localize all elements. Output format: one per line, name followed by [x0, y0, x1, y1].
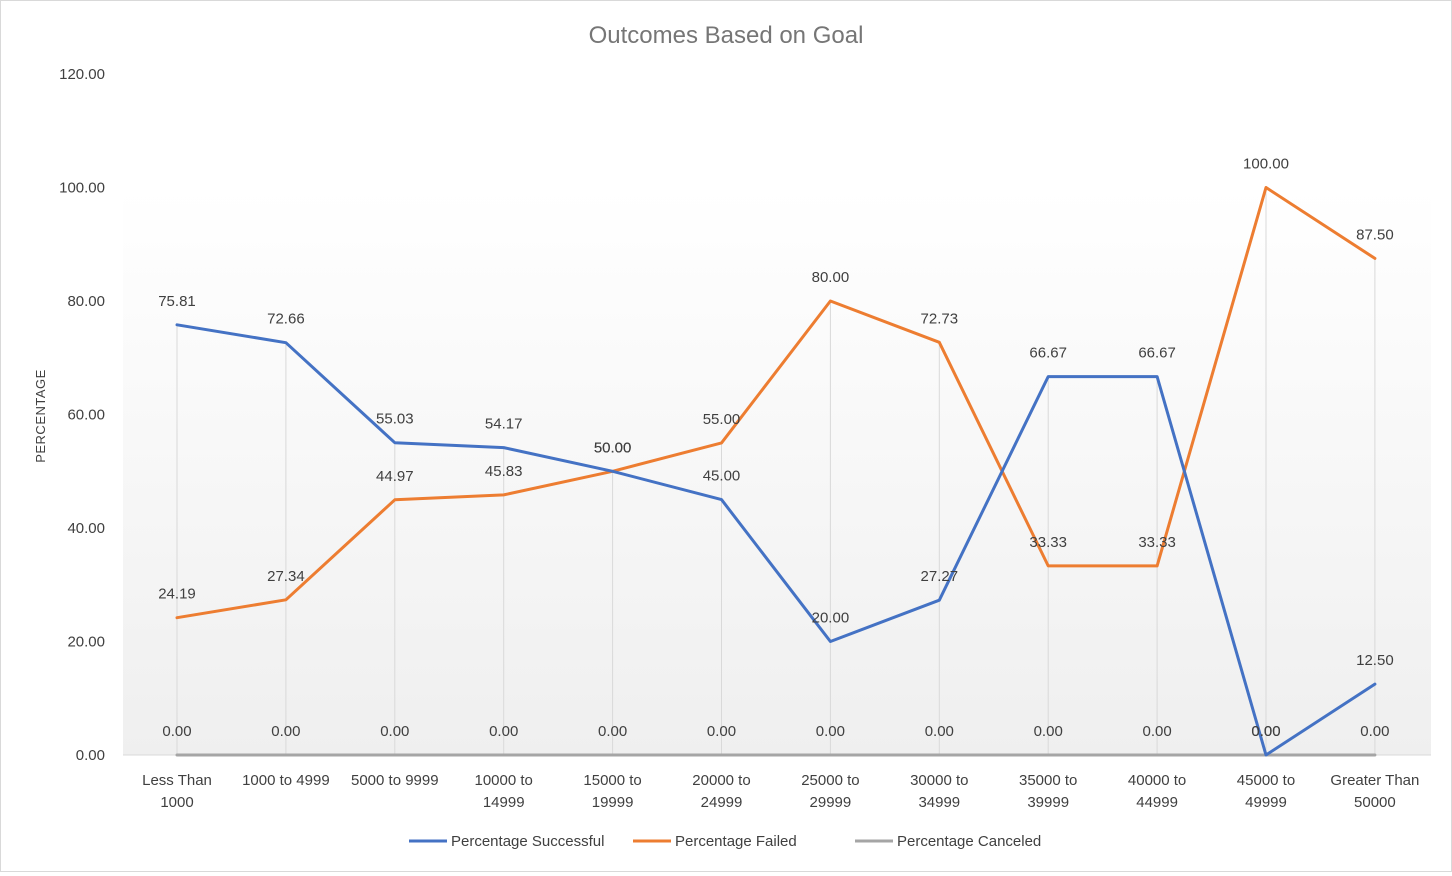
drop-lines: [176, 187, 1376, 755]
x-category-label: 34999: [918, 794, 960, 811]
x-category-label: 10000 to: [475, 772, 533, 789]
x-category-label: 45000 to: [1237, 772, 1295, 789]
data-labels: 75.81 72.66 55.03 54.17 50.00 45.00 20.00 27.27…: [158, 156, 1393, 741]
y-tick-label: 100.00: [59, 180, 105, 197]
y-tick-label: 20.00: [67, 634, 105, 651]
data-label: 72.73: [921, 310, 959, 327]
data-label: 0.00: [816, 723, 845, 740]
data-label: 0.00: [489, 723, 518, 740]
data-label: 0.00: [1251, 723, 1280, 740]
x-category-label: 35000 to: [1019, 772, 1077, 789]
x-category-label: 5000 to 9999: [351, 772, 439, 789]
data-label: 0.00: [1142, 723, 1171, 740]
data-label: 0.00: [925, 723, 954, 740]
data-label: 20.00: [812, 610, 850, 627]
data-label: 55.00: [703, 411, 741, 428]
data-label: 0.00: [707, 723, 736, 740]
y-tick-label: 120.00: [59, 66, 105, 83]
x-axis-categories: Less Than 1000 1000 to 4999 5000 to 9999 100…: [142, 772, 1419, 811]
y-axis-title: PERCENTAGE: [33, 369, 48, 463]
y-tick-label: 80.00: [67, 293, 105, 310]
legend-label: Percentage Successful: [451, 833, 604, 850]
series-lines: [175, 186, 1377, 757]
data-label: 0.00: [1360, 723, 1389, 740]
x-category-label: Greater Than: [1330, 772, 1419, 789]
data-label: 75.81: [158, 293, 196, 310]
legend-label: Percentage Failed: [675, 833, 797, 850]
y-tick-label: 40.00: [67, 520, 105, 537]
x-category-label: 24999: [701, 794, 743, 811]
data-label: 33.33: [1029, 534, 1067, 551]
x-category-label: 30000 to: [910, 772, 968, 789]
x-category-label: Less Than: [142, 772, 212, 789]
x-category-label: 1000: [160, 794, 193, 811]
x-category-label: 50000: [1354, 794, 1396, 811]
data-label: 24.19: [158, 586, 196, 603]
data-label: 0.00: [380, 723, 409, 740]
data-label: 54.17: [485, 416, 523, 433]
data-label: 55.03: [376, 411, 414, 428]
data-label: 45.00: [703, 468, 741, 485]
data-label: 27.27: [921, 568, 959, 585]
data-label: 0.00: [598, 723, 627, 740]
x-category-label: 49999: [1245, 794, 1287, 811]
data-label: 72.66: [267, 311, 305, 328]
data-label: 50.00: [594, 439, 632, 456]
chart-title: Outcomes Based on Goal: [589, 22, 864, 49]
x-category-label: 14999: [483, 794, 525, 811]
data-label: 0.00: [271, 723, 300, 740]
plot-area-background: [123, 188, 1431, 755]
legend: Percentage Successful Percentage Failed Pe…: [409, 833, 1041, 850]
data-label: 80.00: [812, 269, 850, 286]
x-category-label: 15000 to: [583, 772, 641, 789]
y-tick-label: 60.00: [67, 407, 105, 424]
data-label: 0.00: [1251, 723, 1280, 740]
x-category-label: 19999: [592, 794, 634, 811]
x-category-label: 29999: [810, 794, 852, 811]
data-label: 87.50: [1356, 226, 1394, 243]
y-tick-label: 0.00: [76, 747, 105, 764]
x-category-label: 44999: [1136, 794, 1178, 811]
data-label: 0.00: [162, 723, 191, 740]
legend-label: Percentage Canceled: [897, 833, 1041, 850]
x-category-label: 1000 to 4999: [242, 772, 330, 789]
data-label: 66.67: [1029, 345, 1067, 362]
x-category-label: 40000 to: [1128, 772, 1186, 789]
x-category-label: 25000 to: [801, 772, 859, 789]
series-line-percentage-failed: [175, 186, 1377, 620]
x-category-label: 20000 to: [692, 772, 750, 789]
data-label: 100.00: [1243, 156, 1289, 173]
data-label: 27.34: [267, 568, 305, 585]
data-label: 66.67: [1138, 345, 1176, 362]
series-line-percentage-successful: [175, 323, 1377, 757]
data-label: 50.00: [594, 439, 632, 456]
data-label: 0.00: [1034, 723, 1063, 740]
y-axis-ticks: 0.00 20.00 40.00 60.00 80.00 100.00 120.00: [59, 66, 105, 764]
data-label: 44.97: [376, 468, 414, 485]
data-label: 45.83: [485, 463, 523, 480]
data-label: 33.33: [1138, 534, 1176, 551]
data-label: 12.50: [1356, 652, 1394, 669]
x-category-label: 39999: [1027, 794, 1069, 811]
